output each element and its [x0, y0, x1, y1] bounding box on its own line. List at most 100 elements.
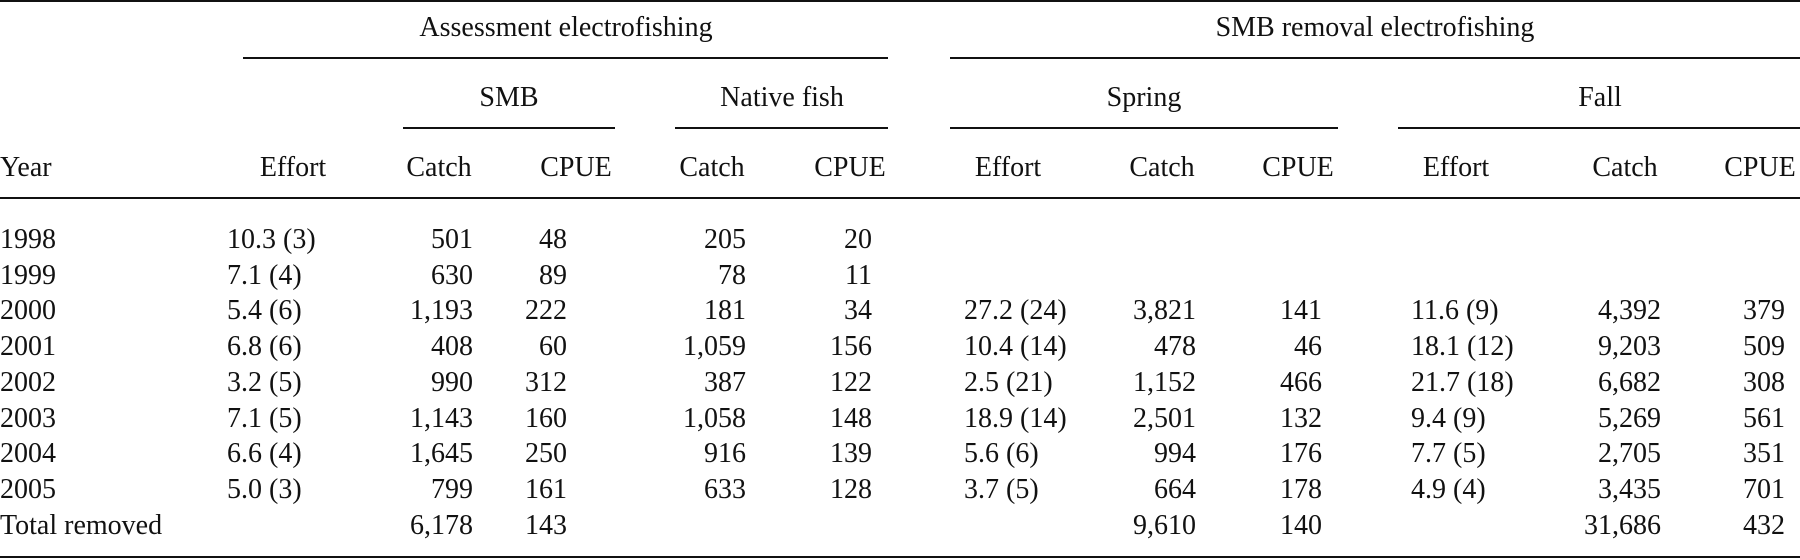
col-header-fall-cpue: CPUE: [1724, 152, 1796, 183]
cell-spring-cpue: 178: [1280, 474, 1322, 505]
cell-assess-effort: 3.2 (5): [227, 367, 302, 398]
cell-fall-effort: 4.9 (4): [1411, 474, 1486, 505]
col-header-spring-catch: Catch: [1129, 152, 1195, 183]
cell-spring-catch: 664: [1154, 474, 1196, 505]
cell-year: 1998: [0, 224, 56, 255]
group-native-fish: Native fish: [720, 82, 844, 113]
cell-smb-cpue: 161: [525, 474, 567, 505]
cell-native-catch: 205: [704, 224, 746, 255]
cell-native-cpue: 128: [830, 474, 872, 505]
group-spring: Spring: [1106, 82, 1182, 113]
cell-fall-catch: 9,203: [1598, 331, 1661, 362]
cell-native-catch: 78: [718, 260, 746, 291]
cell-fall-catch: 3,435: [1598, 474, 1661, 505]
cell-spring-effort: 2.5 (21): [964, 367, 1053, 398]
group-smb: SMB: [479, 82, 539, 113]
cell-smb-cpue: 143: [525, 510, 567, 541]
cell-assess-effort: 5.0 (3): [227, 474, 302, 505]
cell-spring-catch: 478: [1154, 331, 1196, 362]
cell-fall-cpue: 561: [1743, 403, 1785, 434]
col-header-smb-cpue: CPUE: [540, 152, 612, 183]
spring-group-rule: [950, 127, 1338, 129]
col-header-native-cpue: CPUE: [814, 152, 886, 183]
col-header-spring-cpue: CPUE: [1262, 152, 1334, 183]
col-header-year: Year: [0, 152, 52, 183]
cell-assess-effort: 7.1 (4): [227, 260, 302, 291]
cell-year: 2004: [0, 438, 56, 469]
cell-spring-effort: 18.9 (14): [964, 403, 1067, 434]
cell-smb-cpue: 222: [525, 295, 567, 326]
cell-fall-catch: 2,705: [1598, 438, 1661, 469]
cell-spring-catch: 1,152: [1133, 367, 1196, 398]
cell-spring-effort: 5.6 (6): [964, 438, 1039, 469]
cell-smb-catch: 1,645: [410, 438, 473, 469]
cell-native-cpue: 20: [844, 224, 872, 255]
cell-spring-cpue: 466: [1280, 367, 1322, 398]
cell-smb-catch: 6,178: [410, 510, 473, 541]
cell-native-catch: 181: [704, 295, 746, 326]
cell-year: 1999: [0, 260, 56, 291]
cell-year: Total removed: [0, 510, 163, 541]
cell-spring-cpue: 141: [1280, 295, 1322, 326]
cell-fall-cpue: 509: [1743, 331, 1785, 362]
cell-fall-catch: 6,682: [1598, 367, 1661, 398]
cell-smb-cpue: 60: [539, 331, 567, 362]
removal-spanner-rule: [950, 57, 1800, 59]
cell-native-catch: 387: [704, 367, 746, 398]
cell-fall-effort: 18.1 (12): [1411, 331, 1514, 362]
assessment-spanner-rule: [243, 57, 888, 59]
cell-smb-catch: 990: [431, 367, 473, 398]
bottom-rule: [0, 556, 1800, 558]
cell-smb-catch: 1,143: [410, 403, 473, 434]
cell-assess-effort: 6.8 (6): [227, 331, 302, 362]
cell-assess-effort: 7.1 (5): [227, 403, 302, 434]
cell-native-cpue: 139: [830, 438, 872, 469]
header-bottom-rule: [0, 197, 1800, 199]
cell-fall-catch: 5,269: [1598, 403, 1661, 434]
cell-smb-cpue: 89: [539, 260, 567, 291]
cell-spring-catch: 3,821: [1133, 295, 1196, 326]
fall-group-rule: [1398, 127, 1800, 129]
cell-fall-cpue: 379: [1743, 295, 1785, 326]
cell-fall-cpue: 432: [1743, 510, 1785, 541]
native-group-rule: [675, 127, 888, 129]
cell-fall-cpue: 351: [1743, 438, 1785, 469]
cell-year: 2005: [0, 474, 56, 505]
cell-native-catch: 1,059: [683, 331, 746, 362]
col-header-native-catch: Catch: [679, 152, 745, 183]
cell-year: 2002: [0, 367, 56, 398]
cell-fall-catch: 31,686: [1584, 510, 1661, 541]
cell-fall-effort: 21.7 (18): [1411, 367, 1514, 398]
group-fall: Fall: [1578, 82, 1622, 113]
cell-spring-effort: 3.7 (5): [964, 474, 1039, 505]
cell-assess-effort: 6.6 (4): [227, 438, 302, 469]
col-header-fall-catch: Catch: [1592, 152, 1658, 183]
spanner-removal: SMB removal electrofishing: [1215, 12, 1535, 43]
cell-year: 2000: [0, 295, 56, 326]
col-header-assess-effort: Effort: [259, 152, 327, 183]
col-header-fall-effort: Effort: [1422, 152, 1490, 183]
cell-native-catch: 916: [704, 438, 746, 469]
col-header-smb-catch: Catch: [406, 152, 472, 183]
cell-native-cpue: 156: [830, 331, 872, 362]
cell-smb-cpue: 160: [525, 403, 567, 434]
cell-spring-cpue: 176: [1280, 438, 1322, 469]
cell-fall-effort: 11.6 (9): [1411, 295, 1499, 326]
cell-year: 2003: [0, 403, 56, 434]
spanner-assessment: Assessment electrofishing: [419, 12, 713, 43]
cell-smb-cpue: 312: [525, 367, 567, 398]
cell-native-cpue: 11: [845, 260, 872, 291]
cell-smb-cpue: 48: [539, 224, 567, 255]
cell-native-catch: 633: [704, 474, 746, 505]
cell-spring-effort: 27.2 (24): [964, 295, 1067, 326]
cell-assess-effort: 10.3 (3): [227, 224, 316, 255]
cell-fall-effort: 7.7 (5): [1411, 438, 1486, 469]
cell-spring-catch: 994: [1154, 438, 1196, 469]
cell-year: 2001: [0, 331, 56, 362]
cell-spring-effort: 10.4 (14): [964, 331, 1067, 362]
cell-smb-catch: 408: [431, 331, 473, 362]
cell-native-cpue: 34: [844, 295, 872, 326]
cell-spring-cpue: 140: [1280, 510, 1322, 541]
cell-fall-effort: 9.4 (9): [1411, 403, 1486, 434]
